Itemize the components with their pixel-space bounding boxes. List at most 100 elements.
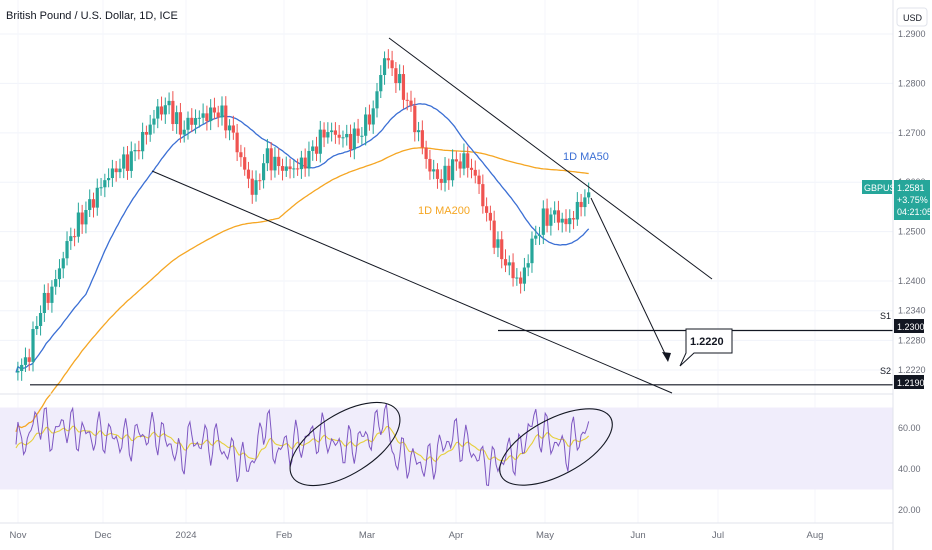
candle-body xyxy=(579,201,583,208)
candle-body xyxy=(307,150,311,169)
candle-body xyxy=(284,166,288,171)
candle-body xyxy=(568,218,572,225)
candle-body xyxy=(38,312,43,326)
candle-body xyxy=(69,236,73,242)
candle-body xyxy=(375,91,379,109)
candle-body xyxy=(416,130,421,133)
candle-body xyxy=(231,125,235,133)
candle-body xyxy=(186,117,190,130)
candle-body xyxy=(469,167,474,170)
upper-trendline xyxy=(388,37,713,280)
time-tick-label: 2024 xyxy=(175,530,196,541)
candle-body xyxy=(239,152,243,158)
candle-body xyxy=(91,199,96,208)
candle-body xyxy=(46,292,50,303)
candle-body xyxy=(481,184,485,207)
candle-body xyxy=(311,146,315,151)
candle-body xyxy=(458,161,462,169)
candle-body xyxy=(367,114,372,125)
candle-body xyxy=(511,262,515,279)
candle-body xyxy=(318,129,322,154)
price-tick-label: 1.2340 xyxy=(898,306,926,316)
candle-body xyxy=(137,150,141,152)
time-axis[interactable]: Nov Dec 2024 Feb Mar Apr May Jun Jul Aug xyxy=(10,530,824,541)
rsi-tick-label: 40.00 xyxy=(898,464,921,474)
candle-body xyxy=(103,180,107,188)
ma50-label: 1D MA50 xyxy=(563,151,609,163)
candle-body xyxy=(31,329,35,362)
ma50-line xyxy=(15,103,590,373)
time-tick-label: Aug xyxy=(807,530,824,541)
candle-body xyxy=(95,187,99,208)
candle-body xyxy=(409,100,413,106)
candle-body xyxy=(462,153,466,169)
candle-body xyxy=(224,105,228,131)
candle-body xyxy=(477,175,481,185)
last-price: 1.2581 xyxy=(897,183,925,193)
candle-body xyxy=(193,118,198,125)
candle-body xyxy=(345,133,349,138)
candle-body xyxy=(65,241,69,259)
candle-body xyxy=(163,105,167,115)
candle-body xyxy=(114,168,118,173)
s1-tag xyxy=(894,319,924,333)
s2-tag xyxy=(894,375,924,389)
price-tick-label: 1.2280 xyxy=(898,335,926,345)
ma200-line xyxy=(15,147,589,432)
time-tick-label: Mar xyxy=(359,530,375,541)
candle-body xyxy=(507,262,511,266)
candle-body xyxy=(541,208,545,235)
target-label: 1.2220 xyxy=(690,336,724,348)
candle-body xyxy=(296,168,300,170)
chart-title: British Pound / U.S. Dollar, 1D, ICE xyxy=(6,10,178,22)
candle-body xyxy=(235,132,239,153)
candle-body xyxy=(424,147,428,159)
candle-body xyxy=(450,159,455,181)
candle-body xyxy=(360,135,364,137)
candle-body xyxy=(454,159,458,162)
rsi-tick-label: 20.00 xyxy=(898,505,921,515)
bar-countdown: 04:21:05 xyxy=(897,207,932,217)
candle-body xyxy=(220,105,224,118)
trend-drawings xyxy=(30,37,893,394)
target-callout: 1.2220 xyxy=(679,328,733,367)
candle-body xyxy=(107,178,111,181)
candle-body xyxy=(99,187,103,189)
candle-body xyxy=(216,112,220,118)
candle-body xyxy=(530,238,534,264)
candle-body xyxy=(273,156,277,171)
candle-body xyxy=(348,133,353,150)
s1-name: S1 xyxy=(880,311,891,321)
price-tick-label: 1.2500 xyxy=(898,227,926,237)
candle-body xyxy=(352,128,356,150)
candle-body xyxy=(209,107,213,122)
symbol-label: GBPUSD xyxy=(864,183,903,193)
candle-body xyxy=(258,180,262,182)
candle-body xyxy=(492,220,496,248)
candle-body xyxy=(473,169,477,176)
rsi-divergence-ellipse-2 xyxy=(499,408,613,486)
s2-name: S2 xyxy=(880,366,891,376)
candle-body xyxy=(133,150,137,152)
rsi-band xyxy=(0,407,893,490)
rsi-band-rect xyxy=(0,407,893,490)
candle-body xyxy=(379,75,383,92)
currency-button[interactable] xyxy=(896,7,928,27)
rsi-axis: 60.00 40.00 20.00 xyxy=(898,423,921,515)
candle-body xyxy=(292,168,296,170)
candle-body xyxy=(254,180,258,195)
candle-body xyxy=(503,259,508,266)
candle-body xyxy=(159,106,164,115)
time-tick-label: Dec xyxy=(95,530,112,541)
candle-body xyxy=(171,100,175,125)
candle-body xyxy=(20,364,24,371)
projection-arrowhead xyxy=(662,352,671,362)
rsi-series xyxy=(15,403,590,487)
candle-body xyxy=(314,146,319,154)
candle-body xyxy=(27,357,31,362)
candle-body xyxy=(356,128,360,136)
candle-body xyxy=(61,258,65,269)
candle-body xyxy=(322,129,326,138)
candle-body xyxy=(205,113,209,122)
